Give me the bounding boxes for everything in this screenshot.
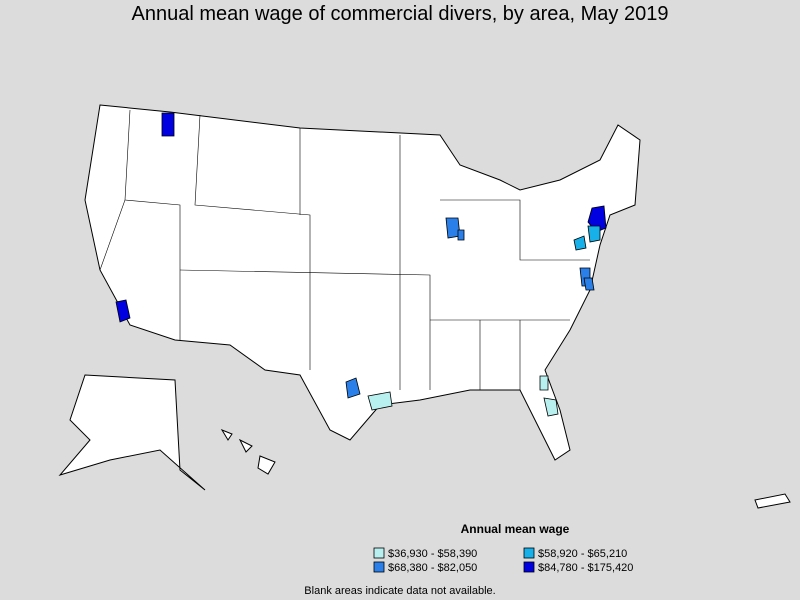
highlighted-area bbox=[457, 229, 465, 241]
legend-label: $84,780 - $175,420 bbox=[538, 562, 633, 574]
alaska bbox=[58, 374, 206, 491]
highlighted-area bbox=[345, 377, 361, 399]
footnote: Blank areas indicate data not available. bbox=[304, 585, 495, 597]
hawaii bbox=[257, 455, 276, 475]
legend-swatch bbox=[523, 547, 535, 559]
state-border bbox=[194, 114, 311, 370]
highlighted-area bbox=[161, 112, 175, 137]
highlighted-area bbox=[573, 235, 587, 251]
lower-48 bbox=[84, 104, 641, 461]
map-title: Annual mean wage of commercial divers, b… bbox=[132, 3, 669, 25]
legend-title: Annual mean wage bbox=[461, 522, 570, 536]
highlighted-area bbox=[115, 299, 131, 323]
state-border bbox=[124, 199, 181, 340]
highlighted-areas bbox=[115, 112, 607, 417]
legend-swatch bbox=[373, 547, 385, 559]
state-border bbox=[179, 269, 431, 390]
hawaii bbox=[220, 428, 233, 441]
highlighted-area bbox=[587, 225, 601, 243]
legend-label: $68,380 - $82,050 bbox=[388, 562, 477, 574]
puerto-rico bbox=[754, 493, 791, 509]
highlighted-area bbox=[543, 397, 559, 417]
us-map bbox=[58, 104, 791, 509]
legend-swatch bbox=[373, 561, 385, 573]
legend: $36,930 - $58,390 $58,920 - $65,210 $68,38… bbox=[373, 547, 633, 574]
legend-label: $36,930 - $58,390 bbox=[388, 548, 477, 560]
highlighted-area bbox=[539, 375, 549, 391]
legend-label: $58,920 - $65,210 bbox=[538, 548, 627, 560]
highlighted-area bbox=[587, 205, 607, 233]
state-border bbox=[440, 199, 590, 261]
highlighted-area bbox=[583, 277, 595, 291]
hawaii bbox=[238, 438, 253, 453]
legend-swatch bbox=[523, 561, 535, 573]
highlighted-area bbox=[367, 391, 393, 411]
